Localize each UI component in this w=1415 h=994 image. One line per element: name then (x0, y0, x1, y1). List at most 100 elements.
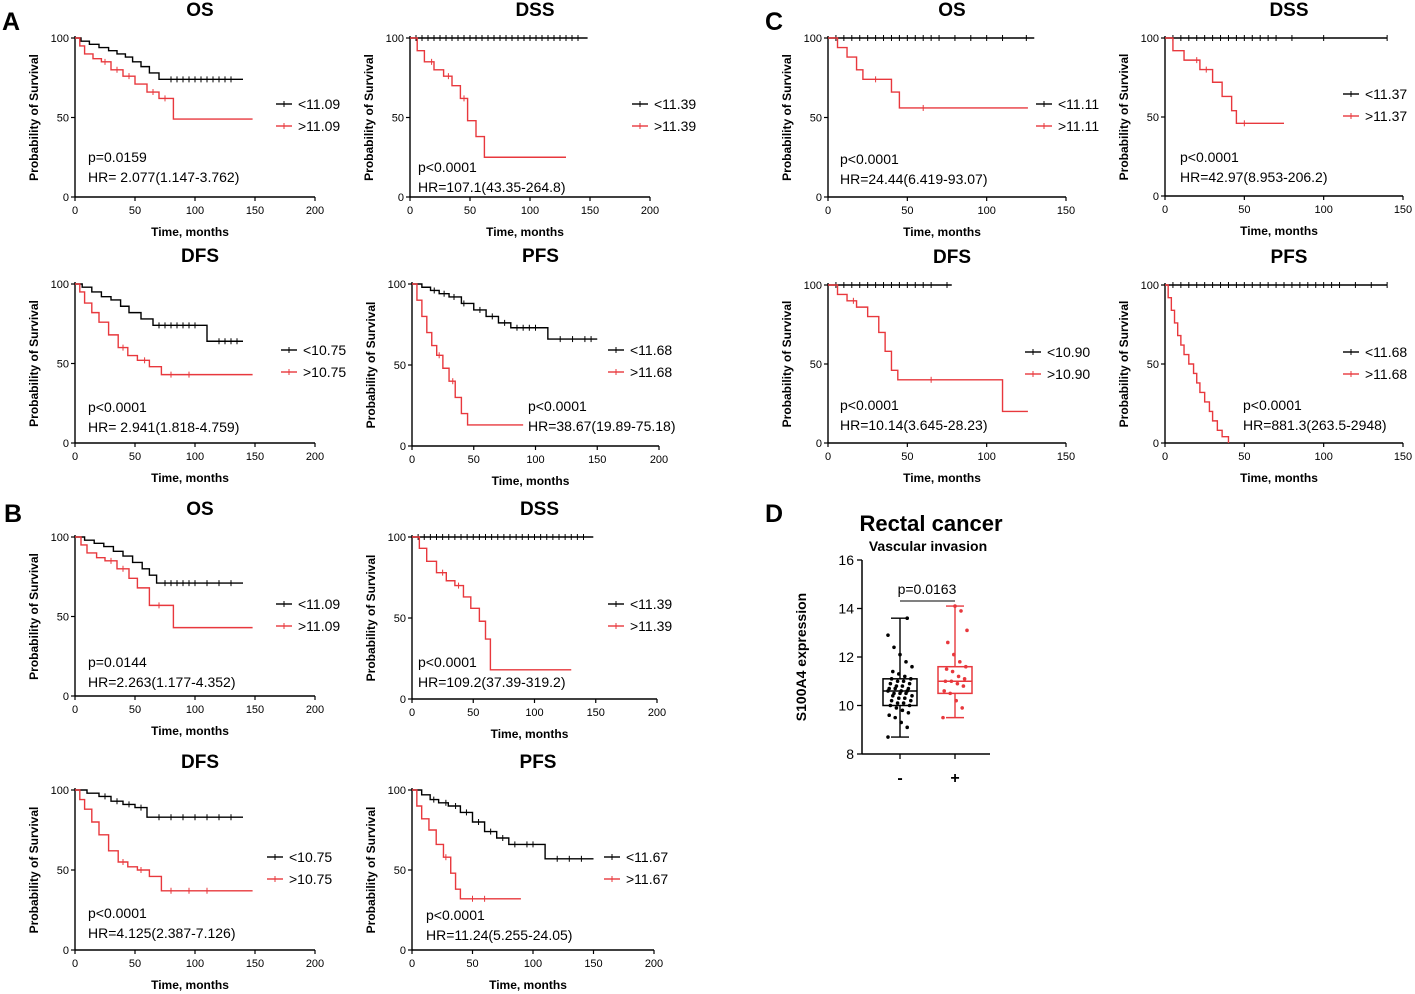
panel-label-c: C (765, 8, 783, 36)
data-point (962, 677, 967, 681)
km-chart-a-dfs: DFS 0 50 100 150 200 0 50 100 Time, months Probabi… (27, 246, 346, 485)
data-point (901, 701, 906, 705)
chart-title: OS (186, 499, 213, 520)
km-curve-high (412, 283, 524, 426)
km-curve-high (1165, 284, 1230, 443)
y-tick-label: 50 (810, 359, 822, 371)
x-tick-label: 0 (825, 451, 831, 463)
data-point (943, 679, 948, 684)
km-chart-a-pfs: PFS 0 50 100 150 200 0 50 100 Time, months Probabi… (364, 246, 676, 488)
y-tick-label: 100 (51, 532, 69, 544)
chart-subtitle: Vascular invasion (869, 538, 987, 554)
y-tick-label: 0 (63, 945, 69, 957)
x-tick-label: 0 (72, 205, 78, 217)
plots-layer: OS 0 50 100 150 200 0 50 100 Time, months Probabil… (27, 0, 1412, 992)
x-tick-label: 100 (186, 704, 204, 716)
km-chart-b-pfs: PFS 0 50 100 150 200 0 50 100 Time, months Probabi… (364, 752, 668, 992)
x-tick-label: 0 (1162, 204, 1168, 216)
hazard-ratio: HR=881.3(263.5-2948) (1243, 417, 1387, 433)
x-tick-label: 0 (409, 454, 415, 466)
y-axis-label: Probability of Survival (780, 301, 794, 428)
km-chart-c-os: OS 0 50 100 150 0 50 100 Time, months Probability… (780, 0, 1099, 239)
legend-label: <10.90 (1047, 344, 1090, 360)
legend-label: <11.39 (630, 596, 672, 612)
y-tick-label: 0 (398, 192, 404, 204)
x-axis-label: Time, months (491, 727, 569, 741)
y-tick-label: 100 (51, 33, 69, 45)
x-tick-label: 150 (246, 958, 264, 970)
chart-title: DFS (181, 246, 219, 267)
km-curve-high (412, 536, 572, 671)
y-axis-label: Probability of Survival (27, 553, 41, 680)
x-tick-label: 150 (1394, 204, 1412, 216)
hazard-ratio: HR=11.24(5.255-24.05) (426, 927, 572, 943)
km-curve-high (75, 283, 253, 376)
y-tick-label: 100 (51, 279, 69, 291)
y-tick-label: 100 (804, 33, 822, 45)
data-point (903, 674, 907, 679)
x-tick-label: 200 (306, 958, 324, 970)
legend-label: <11.37 (1365, 86, 1407, 102)
data-point (891, 669, 895, 674)
x-tick-label: 50 (129, 205, 141, 217)
y-tick-label: 50 (57, 359, 69, 371)
y-tick-label: 8 (846, 746, 854, 762)
data-point (889, 698, 894, 703)
x-tick-label: 100 (524, 958, 542, 970)
chart-title: OS (938, 0, 965, 21)
x-tick-label: 50 (1238, 204, 1250, 216)
km-chart-c-dss: DSS 0 50 100 150 0 50 100 Time, months Probabilit… (1117, 0, 1412, 238)
x-axis-label: Time, months (151, 978, 229, 992)
chart-title: PFS (1271, 247, 1308, 268)
x-tick-label: 0 (825, 205, 831, 217)
p-value: p<0.0001 (1243, 397, 1302, 413)
km-curve-high (828, 37, 1028, 109)
y-tick-label: 50 (810, 113, 822, 125)
legend-label: <11.67 (626, 849, 668, 865)
hazard-ratio: HR=2.263(1.177-4.352) (88, 674, 236, 690)
x-tick-label: 200 (645, 958, 663, 970)
x-tick-label: 100 (1314, 451, 1332, 463)
chart-title: PFS (522, 246, 559, 267)
p-value: p<0.0001 (840, 151, 899, 167)
x-tick-label: 150 (584, 958, 602, 970)
x-tick-label: 200 (306, 451, 324, 463)
x-tick-label: 100 (186, 451, 204, 463)
data-point (946, 640, 950, 645)
x-tick-label: 50 (129, 958, 141, 970)
x-tick-label: 0 (409, 958, 415, 970)
km-chart-b-dss: DSS 0 50 100 150 200 0 50 100 Time, months Probabi… (364, 499, 672, 741)
p-value: p<0.0001 (1180, 149, 1239, 165)
x-tick-label: 0 (407, 205, 413, 217)
chart-title: PFS (520, 752, 557, 773)
p-value: p=0.0159 (88, 149, 147, 165)
p-value: p<0.0001 (88, 399, 147, 415)
x-tick-label: 100 (1314, 204, 1332, 216)
data-point (900, 684, 905, 688)
y-axis-label: S100A4 expression (793, 593, 809, 721)
y-axis-label: Probability of Survival (1117, 54, 1131, 181)
hazard-ratio: HR=24.44(6.419-93.07) (840, 171, 988, 187)
legend-label: >11.37 (1365, 108, 1407, 124)
legend-label: >11.67 (626, 871, 668, 887)
x-tick-label: 150 (1394, 451, 1412, 463)
km-curve-low (75, 789, 243, 818)
data-point (909, 698, 913, 703)
y-axis-label: Probability of Survival (1117, 301, 1131, 428)
data-point (886, 735, 890, 739)
data-point (906, 710, 911, 715)
data-point (952, 652, 956, 657)
data-point (961, 684, 966, 688)
data-point (887, 686, 891, 691)
legend-label: >11.11 (1058, 118, 1099, 134)
km-chart-c-pfs: PFS 0 50 100 150 0 50 100 Time, months Probabilit… (1117, 247, 1412, 485)
data-point (950, 669, 955, 674)
km-chart-c-dfs: DFS 0 50 100 150 0 50 100 Time, months Probabilit… (780, 247, 1090, 485)
y-tick-label: 0 (816, 192, 822, 204)
data-point (965, 628, 969, 633)
km-curve-low (75, 283, 243, 342)
y-tick-label: 100 (386, 33, 404, 45)
x-tick-label: 100 (525, 707, 543, 719)
data-point (901, 679, 906, 684)
x-tick-label: 150 (581, 205, 599, 217)
